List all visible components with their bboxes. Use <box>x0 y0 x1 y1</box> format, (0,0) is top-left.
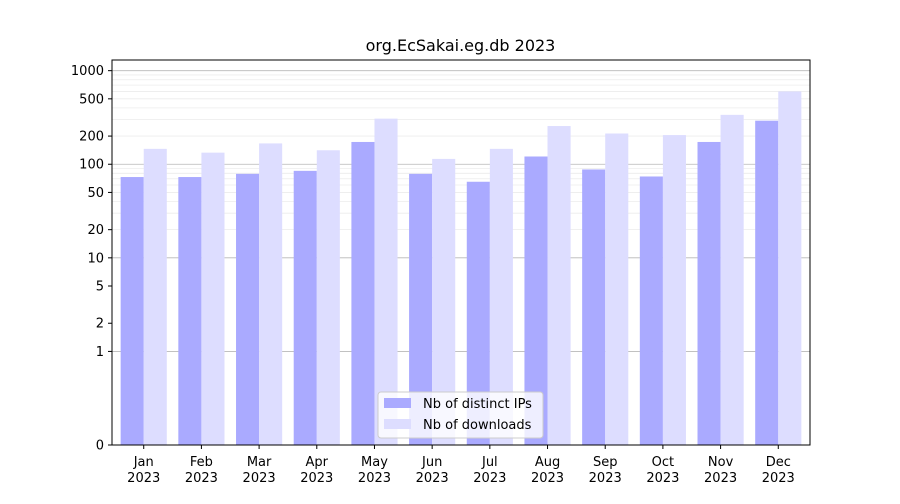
y-tick-label: 200 <box>79 130 104 145</box>
y-tick-label: 20 <box>87 223 104 238</box>
bar-downloads <box>778 91 802 445</box>
y-tick-label: 1 <box>96 345 104 360</box>
bar-downloads <box>374 118 398 445</box>
bar-downloads <box>720 114 744 445</box>
x-tick-label-month: Apr <box>306 455 329 470</box>
x-tick-label-year: 2023 <box>358 471 391 486</box>
legend-swatch-downloads <box>384 419 411 429</box>
bar-distinct-ips <box>178 177 202 446</box>
x-tick-label-year: 2023 <box>300 471 333 486</box>
x-tick-label-year: 2023 <box>473 471 506 486</box>
x-tick-label-month: Nov <box>708 455 734 470</box>
y-tick-label: 50 <box>87 186 104 201</box>
x-tick-label-year: 2023 <box>704 471 737 486</box>
bar-downloads <box>547 126 571 446</box>
x-tick-label-year: 2023 <box>762 471 795 486</box>
bar-distinct-ips <box>409 173 433 446</box>
bar-downloads <box>259 143 283 446</box>
x-tick-label-month: Jun <box>421 455 442 470</box>
x-tick-label-year: 2023 <box>589 471 622 486</box>
x-tick-label-month: Jul <box>481 455 498 470</box>
x-tick-label-month: Aug <box>535 455 560 470</box>
x-tick-label-year: 2023 <box>416 471 449 486</box>
bar-downloads <box>316 150 340 445</box>
bar-downloads <box>662 135 686 445</box>
bar-distinct-ips <box>755 120 779 445</box>
y-tick-label: 0 <box>96 439 104 454</box>
legend-swatch-distinct-ips <box>384 398 411 408</box>
bars <box>120 91 802 446</box>
x-tick-label-month: Dec <box>766 455 791 470</box>
x-tick-label-year: 2023 <box>646 471 679 486</box>
legend-label-downloads: Nb of downloads <box>423 418 532 433</box>
plot-frame <box>111 59 811 446</box>
bar-distinct-ips <box>639 176 663 446</box>
bar-downloads <box>432 158 456 446</box>
x-tick-label-year: 2023 <box>127 471 160 486</box>
y-tick-label: 1000 <box>71 64 104 79</box>
x-tick-label-month: May <box>361 455 388 470</box>
x-tick-label-month: Sep <box>593 455 618 470</box>
bar-downloads <box>143 148 167 445</box>
bar-downloads <box>201 152 225 445</box>
bar-downloads <box>489 148 513 445</box>
y-tick-label: 2 <box>96 317 104 332</box>
x-tick-label-month: Oct <box>652 455 674 470</box>
bar-distinct-ips <box>236 173 260 446</box>
bar-downloads <box>605 133 629 445</box>
bar-distinct-ips <box>524 156 548 446</box>
x-tick-label-month: Jan <box>133 455 154 470</box>
legend: Nb of distinct IPs Nb of downloads <box>377 391 544 439</box>
legend-label-distinct-ips: Nb of distinct IPs <box>423 397 532 412</box>
bar-distinct-ips <box>582 169 606 446</box>
grid-lines <box>112 70 810 352</box>
y-tick-label: 100 <box>79 158 104 173</box>
y-tick-label: 5 <box>96 280 104 295</box>
legend-box <box>377 391 544 439</box>
bar-distinct-ips <box>697 141 721 445</box>
x-tick-label-month: Mar <box>247 455 272 470</box>
bar-distinct-ips <box>293 170 317 446</box>
bar-distinct-ips <box>120 177 144 446</box>
x-tick-label-month: Feb <box>190 455 213 470</box>
y-tick-label: 10 <box>87 251 104 266</box>
y-tick-label: 500 <box>79 92 104 107</box>
chart-title: org.EcSakai.eg.db 2023 <box>366 36 556 55</box>
bar-distinct-ips <box>466 181 490 446</box>
x-tick-label-year: 2023 <box>531 471 564 486</box>
axes: 01251020501002005001000Jan2023Feb2023Mar… <box>71 59 811 486</box>
x-tick-label-year: 2023 <box>185 471 218 486</box>
x-tick-label-year: 2023 <box>243 471 276 486</box>
bar-distinct-ips <box>351 141 375 445</box>
